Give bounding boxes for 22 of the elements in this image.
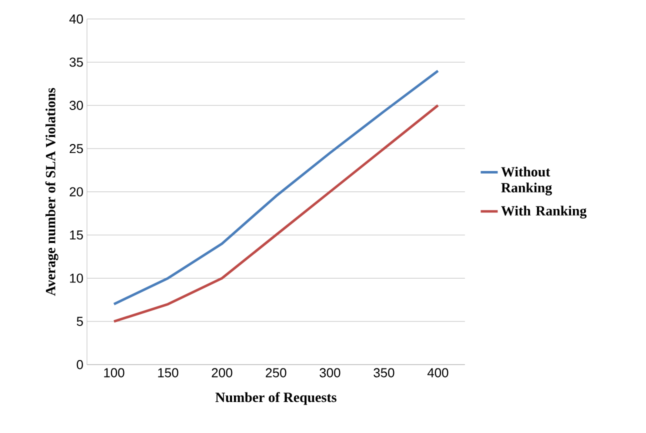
x-axis-title: Number of Requests — [215, 392, 336, 405]
y-tick-label: 30 — [70, 100, 83, 110]
x-tick-label: 400 — [427, 368, 448, 378]
y-axis-title: Average number of SLA Violations — [45, 88, 58, 296]
y-tick-label: 25 — [70, 144, 83, 153]
legend-label: With Ranking — [501, 206, 587, 218]
x-tick-label: 300 — [320, 368, 340, 378]
line-series — [112, 69, 440, 306]
x-tick-label: 150 — [158, 368, 178, 378]
y-tick-label: 15 — [70, 230, 83, 240]
legend-label: Without Ranking — [501, 166, 552, 196]
y-tick-label: 20 — [70, 186, 83, 196]
y-tick-label: 40 — [69, 14, 83, 24]
y-tick-label: 10 — [70, 273, 83, 283]
x-tick-label: 100 — [104, 368, 124, 378]
x-tick-label: 250 — [266, 368, 286, 378]
x-tick-label: 200 — [212, 368, 232, 378]
y-tick-label: 35 — [70, 57, 83, 67]
y-tick-label: 5 — [76, 316, 83, 326]
x-tick-label: 350 — [374, 368, 394, 378]
y-tick-label: 0 — [76, 360, 83, 369]
line-series — [112, 104, 440, 322]
